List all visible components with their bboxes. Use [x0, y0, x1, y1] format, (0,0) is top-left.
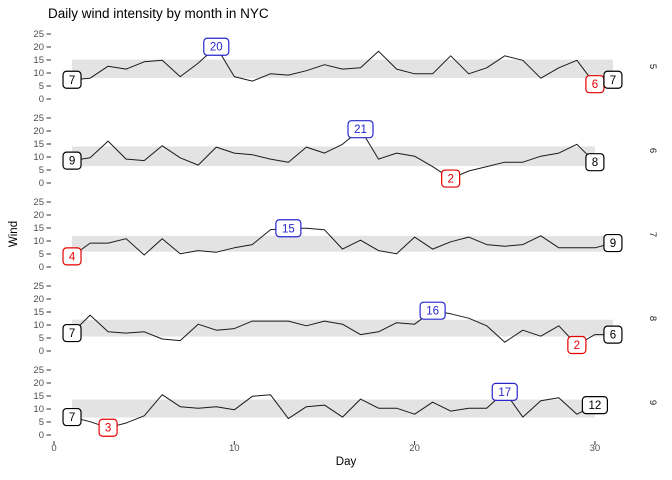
min-value-label-month-9: 3: [105, 423, 111, 435]
y-tick-label: 25: [33, 281, 44, 292]
facet-label-month-9: 9: [647, 400, 658, 405]
y-tick-label: 25: [33, 29, 44, 40]
first-value-label-month-8: 7: [69, 328, 75, 340]
first-value-label-month-6: 9: [69, 156, 75, 168]
last-value-box-month-7: [603, 233, 623, 253]
y-tick-label: 10: [33, 68, 44, 79]
min-value-box-month-9: [98, 418, 118, 437]
wind-line-month-6: [71, 128, 596, 180]
x-axis-title: Day: [335, 456, 357, 468]
y-tick-label: 0: [39, 178, 44, 189]
y-tick-label: 10: [33, 236, 44, 247]
x-tick-label: 0: [51, 443, 56, 454]
y-tick-label: 5: [39, 249, 44, 260]
first-value-box-month-6: [62, 151, 82, 170]
min-value-label-month-8: 2: [574, 340, 580, 352]
y-tick-label: 15: [33, 139, 44, 150]
facet-label-month-6: 6: [647, 148, 658, 153]
y-tick-label: 0: [39, 430, 44, 441]
last-value-label-month-8: 6: [610, 330, 616, 342]
band-month-7: [72, 235, 613, 252]
min-value-box-month-6: [441, 169, 461, 188]
y-tick-label: 15: [33, 223, 44, 234]
y-tick-label: 20: [33, 126, 44, 137]
x-tick-label: 30: [590, 443, 601, 454]
y-tick-label: 10: [33, 152, 44, 163]
y-tick-label: 0: [39, 94, 44, 105]
y-tick-label: 0: [39, 262, 44, 273]
max-value-label-month-7: 15: [282, 223, 295, 235]
first-value-box-month-5: [62, 70, 82, 89]
y-tick-label: 20: [33, 210, 44, 221]
last-value-box-month-9: [581, 396, 609, 415]
y-tick-label: 5: [39, 417, 44, 428]
max-value-label-month-9: 17: [498, 387, 511, 399]
first-value-box-month-8: [62, 323, 82, 343]
last-value-label-month-7: 9: [610, 238, 616, 250]
min-value-label-month-6: 2: [447, 174, 453, 186]
y-tick-label: 15: [33, 307, 44, 318]
y-tick-label: 25: [33, 365, 44, 376]
x-tick-label: 10: [229, 443, 240, 454]
y-tick-label: 5: [39, 81, 44, 92]
wind-line-month-7: [71, 227, 614, 257]
facet-label-month-7: 7: [647, 232, 658, 237]
facet-label-month-8: 8: [647, 316, 658, 321]
y-tick-label: 10: [33, 404, 44, 415]
last-value-box-month-5: [603, 70, 623, 89]
facet-label-month-5: 5: [647, 64, 658, 69]
y-tick-label: 25: [33, 197, 44, 208]
y-tick-label: 20: [33, 42, 44, 53]
max-value-label-month-8: 16: [426, 306, 439, 318]
last-value-label-month-5: 7: [610, 75, 616, 87]
min-value-label-month-7: 4: [69, 251, 76, 263]
max-value-label-month-6: 21: [354, 124, 367, 136]
max-value-label-month-5: 20: [210, 42, 223, 54]
min-value-box-month-8: [567, 335, 587, 355]
min-value-label-month-5: 6: [592, 79, 598, 91]
first-value-label-month-5: 7: [69, 75, 75, 87]
first-value-label-month-9: 7: [69, 412, 75, 424]
y-tick-label: 20: [33, 294, 44, 305]
last-value-label-month-6: 8: [592, 157, 598, 169]
max-value-box-month-8: [419, 301, 446, 320]
wind-line-month-8: [71, 310, 613, 346]
last-value-box-month-6: [585, 153, 605, 172]
band-month-9: [72, 399, 595, 418]
y-tick-label: 15: [33, 55, 44, 66]
band-month-6: [72, 146, 595, 167]
first-value-box-month-9: [62, 407, 82, 427]
max-value-box-month-9: [491, 382, 518, 401]
max-value-box-month-7: [275, 219, 302, 238]
last-value-box-month-8: [603, 325, 623, 344]
y-tick-label: 5: [39, 333, 44, 344]
y-tick-label: 0: [39, 346, 44, 357]
band-month-8: [72, 319, 613, 337]
max-value-box-month-6: [347, 120, 374, 139]
wind-line-month-5: [71, 46, 614, 85]
y-tick-label: 15: [33, 391, 44, 402]
y-tick-label: 10: [33, 320, 44, 331]
max-value-box-month-5: [203, 37, 230, 56]
y-tick-label: 25: [33, 113, 44, 124]
chart-title: Daily wind intensity by month in NYC: [48, 6, 269, 21]
y-tick-label: 5: [39, 165, 44, 176]
y-tick-label: 20: [33, 378, 44, 389]
x-tick-label: 20: [409, 443, 420, 454]
min-value-box-month-7: [62, 247, 82, 266]
last-value-label-month-9: 12: [589, 400, 602, 412]
